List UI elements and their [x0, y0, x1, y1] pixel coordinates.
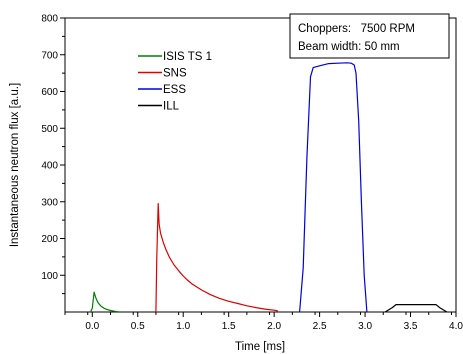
series-line	[89, 291, 120, 312]
series-line	[299, 62, 368, 312]
axis-ticks: 0.0 0.5 1.0 1.5 2.0 2.5 3.0 3.5 4.0 100 200 300 400 5…	[41, 14, 463, 333]
legend: ISIS TS 1 SNS ESS ILL	[138, 51, 212, 113]
y-tick-label: 600	[41, 87, 58, 98]
series-lines	[89, 62, 448, 312]
y-tick-label: 200	[41, 234, 58, 245]
y-tick-label: 300	[41, 197, 58, 208]
y-tick-label: 400	[41, 161, 58, 172]
x-tick-label: 3.0	[358, 321, 372, 332]
x-tick-label: 2.0	[267, 321, 281, 332]
plot-frame	[64, 17, 457, 313]
legend-label: ISIS TS 1	[163, 51, 212, 63]
series-line	[384, 304, 448, 312]
y-tick-label: 800	[41, 14, 58, 25]
x-tick-label: 1.5	[222, 321, 236, 332]
x-tick-label: 0.0	[85, 321, 99, 332]
annotation-box: Choppers: 7500 RPM Beam width: 50 mm	[289, 13, 450, 59]
x-tick-label: 1.0	[176, 321, 190, 332]
annotation-line-beam-width: Beam width: 50 mm	[298, 41, 400, 53]
x-tick-label: 4.0	[449, 321, 463, 332]
series-line	[155, 203, 278, 312]
y-tick-label: 700	[41, 50, 58, 61]
x-tick-label: 3.5	[404, 321, 418, 332]
y-axis-label: Instantaneous neutron flux [a.u.]	[9, 83, 21, 247]
x-tick-label: 0.5	[131, 321, 145, 332]
x-tick-label: 2.5	[313, 321, 327, 332]
legend-label: ILL	[163, 101, 180, 113]
legend-label: ESS	[163, 84, 186, 96]
legend-label: SNS	[163, 68, 187, 80]
x-axis-label: Time [ms]	[235, 341, 285, 353]
annotation-line-choppers: Choppers: 7500 RPM	[298, 23, 415, 35]
y-tick-label: 100	[41, 271, 58, 282]
y-tick-label: 500	[41, 124, 58, 135]
